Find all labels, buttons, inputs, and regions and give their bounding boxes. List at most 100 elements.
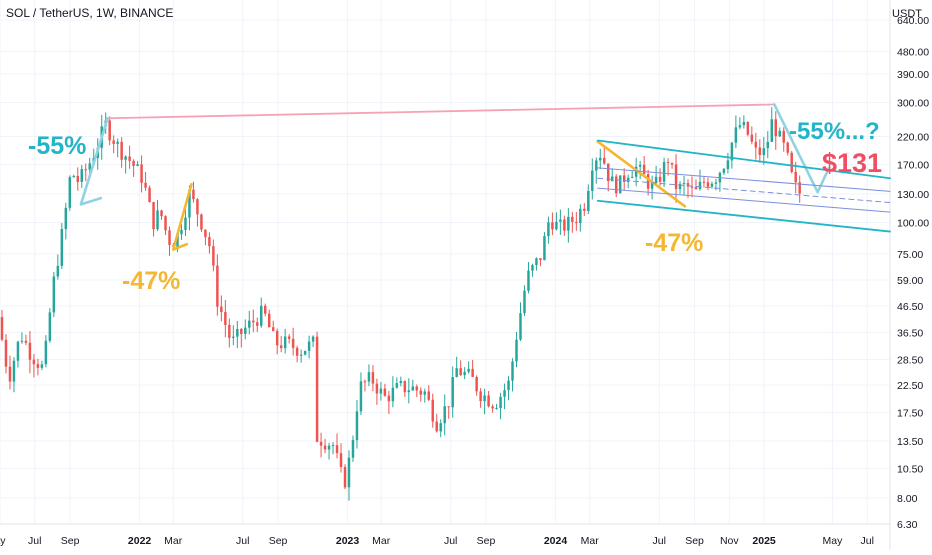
annotation-current-price: $131 bbox=[822, 148, 883, 178]
candle-body bbox=[447, 406, 450, 408]
candle-body bbox=[52, 276, 56, 313]
candle-body bbox=[702, 181, 706, 183]
price-unit-label: USDT bbox=[892, 8, 922, 20]
x-axis-tick-label: Jul bbox=[28, 535, 41, 547]
candle-body bbox=[407, 390, 411, 393]
candle-body bbox=[383, 388, 387, 396]
candle-body bbox=[511, 361, 514, 381]
candle-body bbox=[216, 265, 219, 307]
x-axis-tick-label: Nov bbox=[720, 535, 739, 547]
y-axis-tick-label: 130.00 bbox=[897, 189, 929, 201]
x-axis-tick-label: Mar bbox=[372, 535, 391, 547]
candle-body bbox=[459, 368, 462, 376]
candle-body bbox=[646, 174, 650, 189]
candle-body bbox=[192, 189, 195, 200]
candle-body bbox=[515, 339, 518, 362]
annotation-drop-2024: -47% bbox=[645, 229, 704, 257]
y-axis-tick-label: 8.00 bbox=[897, 493, 918, 505]
candle-body bbox=[634, 166, 638, 177]
y-axis-tick-label: 300.00 bbox=[897, 98, 929, 110]
candle-body bbox=[662, 162, 666, 182]
candle-body bbox=[208, 237, 211, 247]
candle-body bbox=[295, 347, 299, 356]
candle-body bbox=[571, 216, 574, 222]
y-axis-tick-label: 6.30 bbox=[897, 519, 918, 531]
candle-body bbox=[794, 171, 797, 183]
trendline-channel-inner-bottom bbox=[597, 187, 891, 213]
trendline-drop-2022 bbox=[171, 182, 193, 251]
candle-body bbox=[726, 160, 730, 169]
candle-body bbox=[12, 360, 16, 382]
candle-body bbox=[614, 176, 618, 194]
candle-body bbox=[547, 222, 550, 237]
candle-body bbox=[419, 390, 423, 395]
candle-body bbox=[4, 339, 8, 367]
candle-body bbox=[343, 467, 347, 488]
candle-body bbox=[642, 164, 646, 175]
annotation-projection-2025: -55%...? bbox=[789, 118, 880, 145]
candle-body bbox=[654, 176, 658, 184]
candle-body bbox=[626, 177, 630, 182]
candle-body bbox=[88, 163, 91, 170]
candle-body bbox=[80, 169, 84, 182]
candle-body bbox=[399, 381, 403, 384]
candle-body bbox=[40, 364, 44, 368]
x-axis-tick-label: Sep bbox=[477, 535, 496, 547]
y-axis-tick-label: 480.00 bbox=[897, 46, 929, 58]
candle-body bbox=[220, 306, 223, 313]
candle-body bbox=[543, 236, 546, 261]
candle-body bbox=[267, 313, 271, 328]
candle-body bbox=[28, 342, 32, 360]
candle-body bbox=[379, 388, 383, 394]
candle-body bbox=[56, 265, 60, 277]
candle-body bbox=[503, 390, 506, 397]
candle-body bbox=[140, 164, 143, 183]
trendline-channel-inner-top bbox=[597, 167, 891, 192]
candle-body bbox=[443, 406, 446, 424]
trendline-channel-lower bbox=[596, 199, 891, 233]
candle-body bbox=[275, 330, 279, 346]
candle-body bbox=[367, 372, 371, 382]
candle-body bbox=[403, 381, 407, 393]
x-axis-tick-label: Jul bbox=[653, 535, 666, 547]
annotation-drop-2021: -55% bbox=[28, 132, 87, 160]
candle-body bbox=[527, 270, 530, 291]
candle-body bbox=[531, 265, 534, 271]
candle-body bbox=[591, 170, 594, 192]
candle-body bbox=[427, 391, 430, 400]
candle-body bbox=[244, 327, 247, 334]
candle-body bbox=[658, 176, 662, 182]
candle-body bbox=[618, 175, 622, 194]
candle-body bbox=[236, 328, 239, 337]
candle-body bbox=[603, 157, 606, 164]
y-axis-tick-label: 22.50 bbox=[897, 380, 923, 392]
candle-body bbox=[60, 229, 64, 266]
candle-body bbox=[315, 336, 319, 442]
candle-body bbox=[112, 140, 115, 144]
candle-body bbox=[148, 187, 151, 203]
candle-body bbox=[475, 376, 478, 392]
trendline-projection-2025 bbox=[773, 103, 831, 194]
candle-body bbox=[116, 141, 119, 144]
candle-body bbox=[152, 202, 155, 230]
candle-body bbox=[706, 182, 710, 187]
y-axis-tick-label: 75.00 bbox=[897, 249, 923, 261]
candle-body bbox=[770, 119, 774, 142]
x-axis-tick-label: 2025 bbox=[752, 535, 776, 547]
candle-body bbox=[714, 182, 718, 184]
candle-body bbox=[391, 387, 395, 402]
candle-body bbox=[291, 338, 295, 348]
trendline-drop-2021 bbox=[79, 116, 109, 206]
x-axis-tick-label: Mar bbox=[164, 535, 183, 547]
candle-body bbox=[650, 183, 654, 189]
candle-body bbox=[200, 214, 203, 230]
candle-body bbox=[523, 290, 526, 314]
x-axis-tick-label: May bbox=[823, 535, 844, 547]
x-axis-tick-label: Jul bbox=[444, 535, 457, 547]
candle-body bbox=[710, 183, 714, 187]
candle-body bbox=[638, 164, 642, 167]
x-axis-tick-label: ay bbox=[0, 535, 6, 547]
